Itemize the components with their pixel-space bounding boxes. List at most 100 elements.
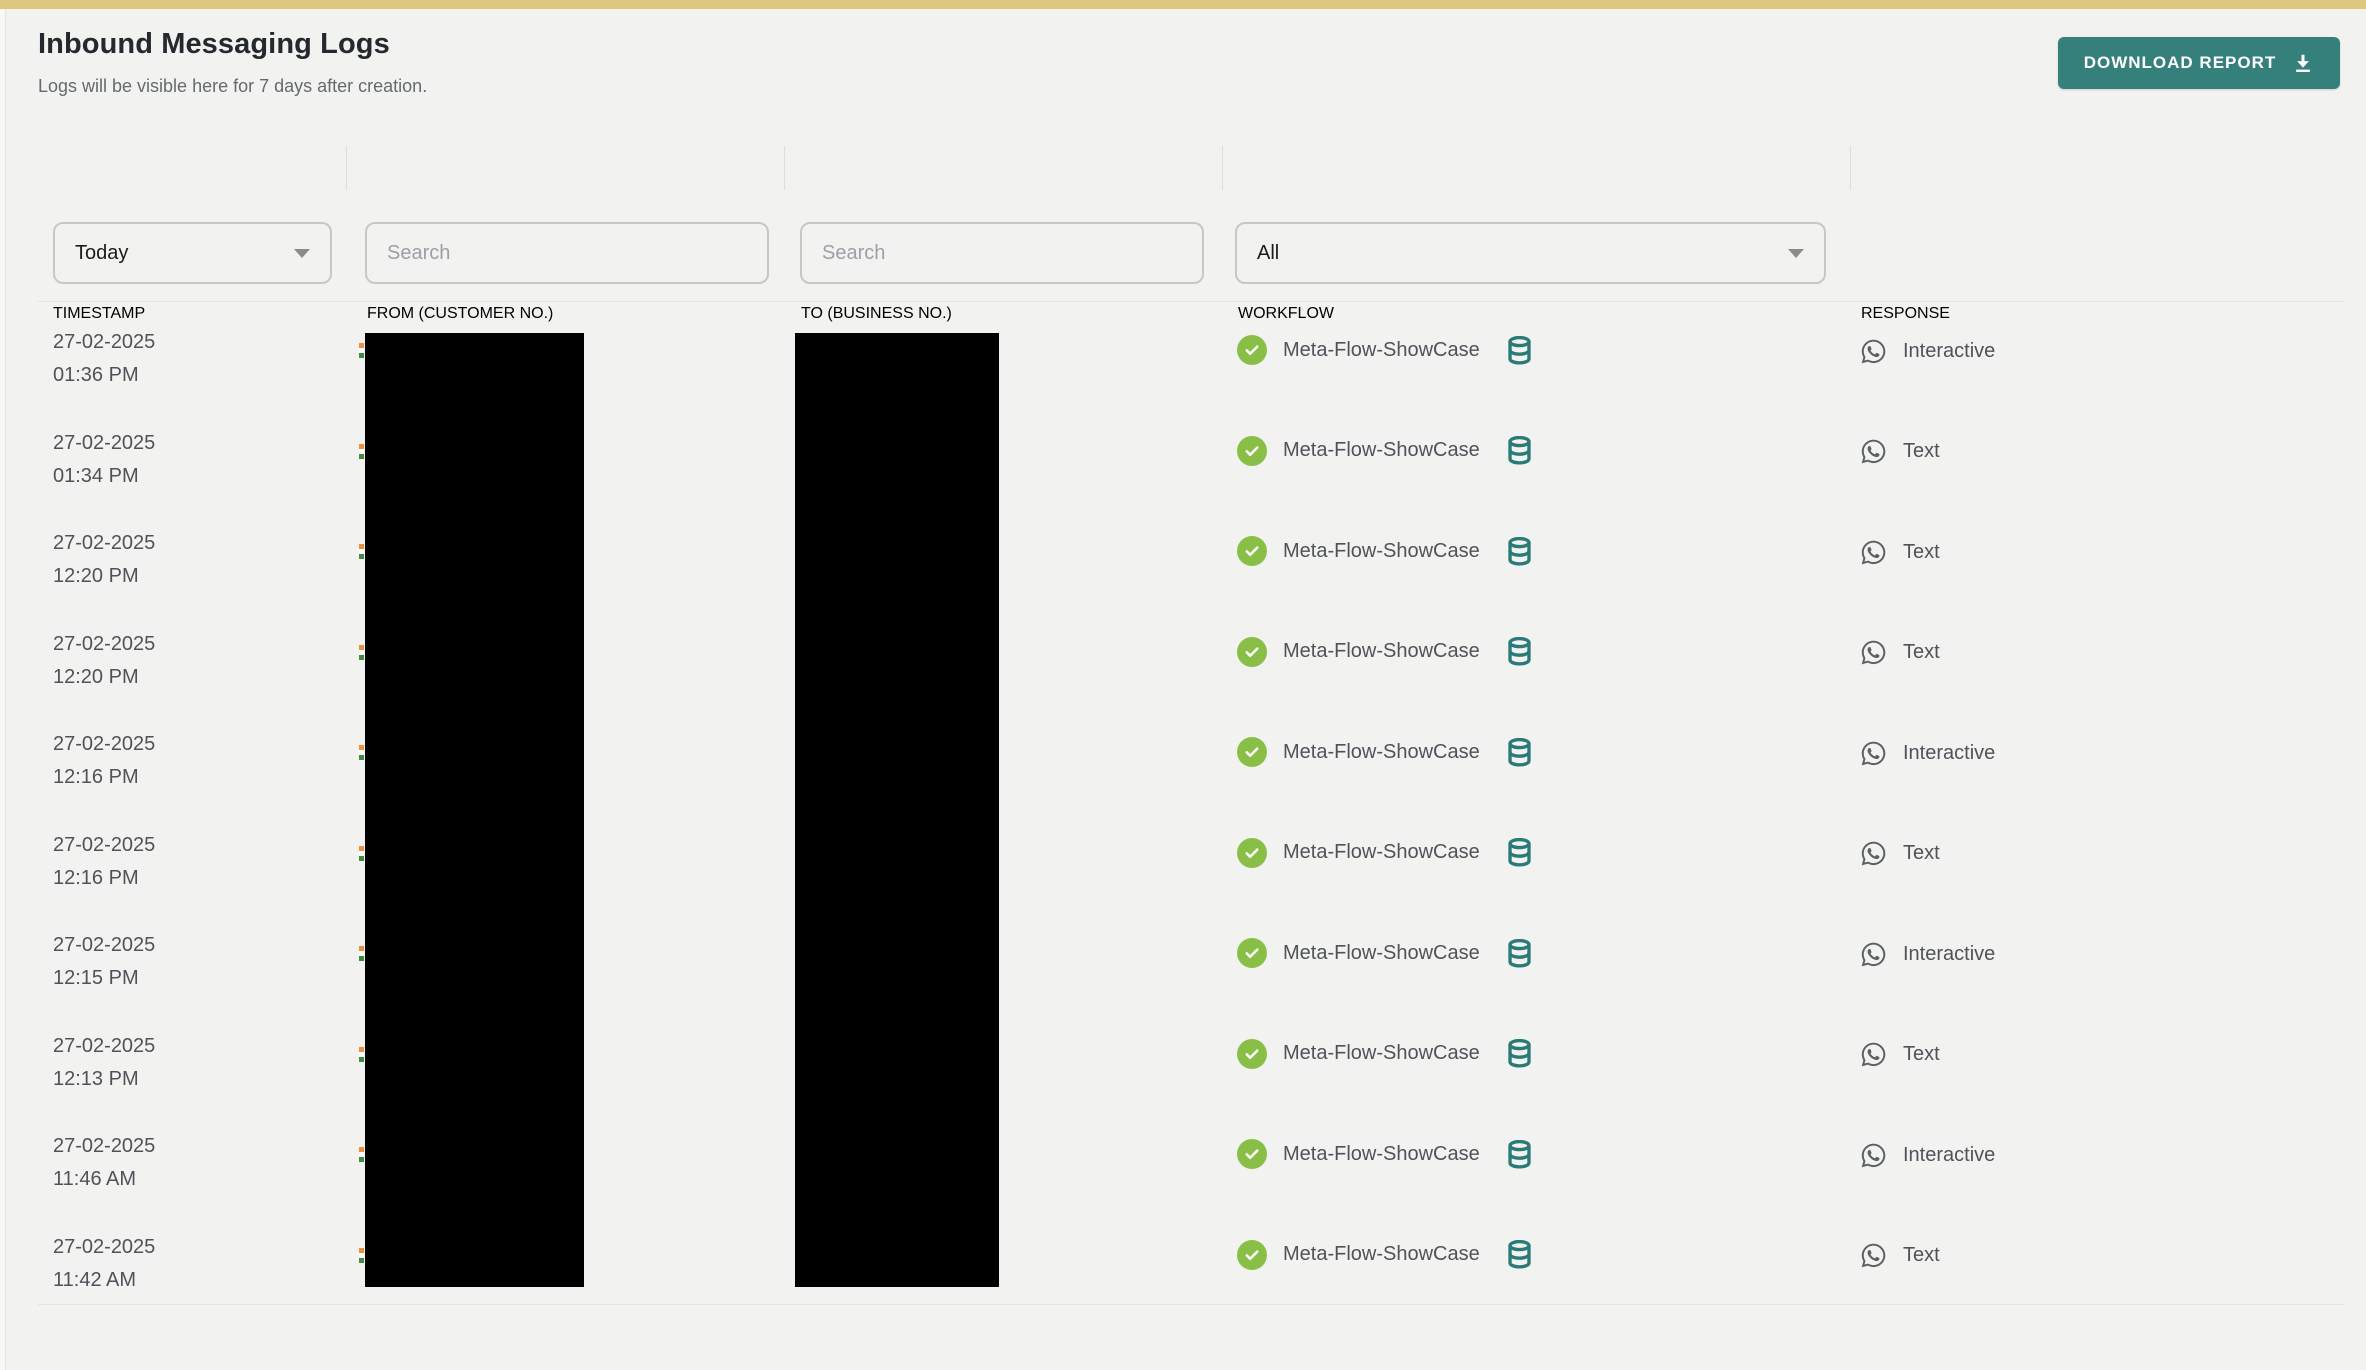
response-type: Interactive: [1903, 741, 1996, 764]
database-icon[interactable]: [1506, 637, 1533, 666]
table-top-divider: [38, 301, 2344, 302]
timestamp-date: 27-02-2025: [53, 532, 156, 554]
response-type: Interactive: [1903, 942, 1996, 965]
timestamp-time: 01:36 PM: [53, 364, 139, 386]
check-circle-icon: [1237, 737, 1267, 767]
workflow-name: Meta-Flow-ShowCase: [1283, 1142, 1480, 1165]
whatsapp-icon: [1860, 1142, 1887, 1169]
workflow-cell: Meta-Flow-ShowCase: [1237, 1237, 1533, 1273]
download-report-button[interactable]: DOWNLOAD REPORT: [2058, 37, 2340, 89]
timestamp-date: 27-02-2025: [53, 331, 156, 353]
response-type: Text: [1903, 540, 1940, 563]
country-flag-icon: [359, 1247, 364, 1263]
from-search-input[interactable]: [365, 222, 769, 284]
column-header-timestamp-label: TIMESTAMP: [53, 305, 146, 322]
response-type: Interactive: [1903, 1143, 1996, 1166]
timestamp-date: 27-02-2025: [53, 733, 156, 755]
timestamp-date: 27-02-2025: [53, 1235, 156, 1258]
timestamp-cell: 27-02-2025 11:42 AM: [53, 1231, 155, 1297]
workflow-filter-value: All: [1257, 241, 1280, 264]
environment-banner: [0, 0, 2366, 9]
database-icon[interactable]: [1506, 335, 1533, 365]
database-icon[interactable]: [1506, 436, 1533, 465]
response-cell: Text: [1860, 1038, 1940, 1072]
workflow-name: Meta-Flow-ShowCase: [1283, 1042, 1480, 1064]
workflow-name: Meta-Flow-ShowCase: [1283, 640, 1480, 662]
timestamp-cell: 27-02-2025 12:20 PM: [53, 527, 155, 593]
whatsapp-icon: [1860, 639, 1887, 666]
database-icon[interactable]: [1506, 1039, 1533, 1068]
workflow-name: Meta-Flow-ShowCase: [1283, 941, 1480, 964]
workflow-filter-select[interactable]: All: [1235, 222, 1826, 284]
response-type: Text: [1903, 1244, 1940, 1266]
workflow-cell: Meta-Flow-ShowCase: [1237, 332, 1533, 368]
timestamp-time: 11:42 AM: [53, 1268, 137, 1291]
timestamp-cell: 27-02-2025 01:34 PM: [53, 427, 155, 493]
check-circle-icon: [1237, 1038, 1267, 1069]
workflow-name: Meta-Flow-ShowCase: [1283, 439, 1480, 461]
whatsapp-icon: [1860, 539, 1887, 566]
timestamp-time: 01:34 PM: [53, 464, 139, 487]
whatsapp-icon: [1860, 840, 1887, 867]
response-type: Text: [1903, 842, 1940, 864]
workflow-name: Meta-Flow-ShowCase: [1283, 740, 1480, 763]
column-header-workflow: WORKFLOW: [1222, 146, 1850, 322]
country-flag-icon: [359, 845, 364, 861]
workflow-cell: Meta-Flow-ShowCase: [1237, 533, 1533, 569]
whatsapp-icon: [1860, 338, 1887, 365]
response-cell: Text: [1860, 636, 1940, 670]
page-title: Inbound Messaging Logs: [38, 28, 390, 60]
timestamp-date: 27-02-2025: [53, 431, 156, 454]
timestamp-date: 27-02-2025: [53, 1034, 156, 1057]
timestamp-date: 27-02-2025: [53, 934, 156, 956]
column-header-response: RESPONSE: [1850, 146, 2340, 322]
response-cell: Interactive: [1860, 334, 1995, 368]
workflow-cell: Meta-Flow-ShowCase: [1237, 634, 1533, 670]
response-cell: Text: [1860, 837, 1940, 871]
chevron-down-icon: [294, 248, 310, 258]
whatsapp-icon: [1860, 1041, 1887, 1068]
response-type: Interactive: [1903, 339, 1996, 362]
window-left-edge: [0, 9, 6, 1370]
workflow-cell: Meta-Flow-ShowCase: [1237, 935, 1533, 971]
whatsapp-icon: [1860, 1242, 1887, 1269]
timestamp-cell: 27-02-2025 12:16 PM: [53, 728, 155, 794]
workflow-cell: Meta-Flow-ShowCase: [1237, 1136, 1533, 1172]
timestamp-date: 27-02-2025: [53, 1135, 156, 1157]
response-cell: Interactive: [1860, 1138, 1995, 1172]
whatsapp-icon: [1860, 941, 1887, 968]
to-search-input[interactable]: [800, 222, 1204, 284]
timestamp-time: 12:16 PM: [53, 866, 139, 889]
workflow-cell: Meta-Flow-ShowCase: [1237, 835, 1533, 871]
response-cell: Text: [1860, 535, 1940, 569]
timestamp-time: 12:20 PM: [53, 665, 139, 688]
timestamp-cell: 27-02-2025 01:36 PM: [53, 326, 155, 392]
database-icon[interactable]: [1506, 1139, 1533, 1169]
check-circle-icon: [1237, 1139, 1267, 1169]
country-flag-icon: [359, 644, 364, 660]
database-icon[interactable]: [1506, 1240, 1533, 1269]
timestamp-filter-select[interactable]: Today: [53, 222, 332, 284]
workflow-cell: Meta-Flow-ShowCase: [1237, 734, 1533, 770]
response-type: Text: [1903, 641, 1940, 663]
timestamp-filter-value: Today: [75, 241, 129, 264]
column-header-to-label: TO (BUSINESS NO.): [801, 305, 952, 322]
database-icon[interactable]: [1506, 536, 1533, 566]
timestamp-date: 27-02-2025: [53, 632, 156, 655]
timestamp-cell: 27-02-2025 12:16 PM: [53, 829, 155, 895]
country-flag-icon: [359, 1147, 364, 1162]
workflow-name: Meta-Flow-ShowCase: [1283, 338, 1480, 361]
timestamp-time: 12:20 PM: [53, 565, 139, 587]
column-header-workflow-label: WORKFLOW: [1238, 305, 1334, 322]
database-icon[interactable]: [1506, 838, 1533, 867]
column-header-from-label: FROM (CUSTOMER NO.): [367, 305, 554, 322]
database-icon[interactable]: [1506, 737, 1533, 767]
download-icon: [2292, 52, 2314, 74]
timestamp-date: 27-02-2025: [53, 833, 156, 856]
whatsapp-icon: [1860, 438, 1887, 465]
column-header-from: FROM (CUSTOMER NO.): [346, 146, 784, 322]
response-type: Text: [1903, 1043, 1940, 1065]
timestamp-time: 12:13 PM: [53, 1067, 139, 1090]
database-icon[interactable]: [1506, 938, 1533, 968]
download-report-label: DOWNLOAD REPORT: [2083, 53, 2277, 72]
